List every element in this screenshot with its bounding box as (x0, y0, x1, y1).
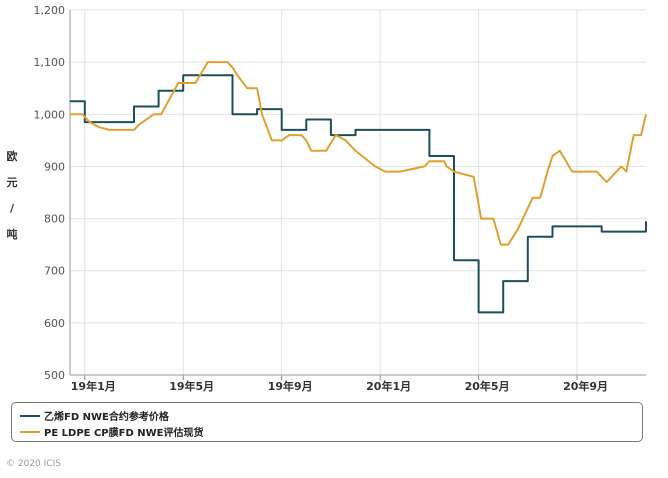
legend-item-ldpe[interactable]: PE LDPE CP膜FD NWE评估现货 (20, 424, 203, 439)
series-line-1 (70, 61, 647, 246)
y-tick-label: 800 (44, 213, 65, 226)
x-tick-label: 19年5月 (169, 379, 214, 393)
x-tick-labels: 19年1月 19年5月 19年9月 20年1月 20年5月 20年9月 (71, 379, 608, 393)
series-line-0 (70, 74, 647, 314)
y-tick-label: 600 (44, 317, 65, 330)
x-tick-label: 20年1月 (366, 379, 411, 393)
line-chart: 500 600 700 800 900 1,000 1,100 1,200 19年1月 19年5… (7, 4, 647, 393)
x-tick-label: 19年9月 (268, 379, 313, 393)
legend-label-ethylene: 乙烯FD NWE合约参考价格 (44, 412, 169, 423)
y-tick-label: 1,200 (34, 4, 66, 17)
x-tick-label: 20年9月 (563, 379, 608, 393)
legend-swatch-ldpe (20, 430, 40, 433)
axes (69, 10, 646, 380)
legend-swatch-ethylene (20, 414, 40, 417)
y-tick-labels: 500 600 700 800 900 1,000 1,100 1,200 (34, 4, 66, 382)
x-tick-label: 19年1月 (71, 379, 116, 393)
y-tick-label: 1,000 (34, 108, 66, 121)
copyright-text: © 2020 ICIS (6, 459, 61, 469)
legend-label-ldpe: PE LDPE CP膜FD NWE评估现货 (44, 428, 204, 439)
y-tick-label: 700 (44, 265, 65, 278)
grid-lines (70, 9, 646, 375)
y-tick-label: 500 (44, 369, 65, 382)
x-tick-label: 20年5月 (465, 379, 510, 393)
series-lines (70, 61, 647, 314)
legend-item-ethylene[interactable]: 乙烯FD NWE合约参考价格 (20, 408, 169, 423)
y-tick-label: 900 (44, 160, 65, 173)
legend: 乙烯FD NWE合约参考价格 PE LDPE CP膜FD NWE评估现货 (11, 402, 643, 442)
y-tick-label: 1,100 (34, 56, 66, 69)
y-axis-label: 欧元/吨 (7, 149, 18, 241)
